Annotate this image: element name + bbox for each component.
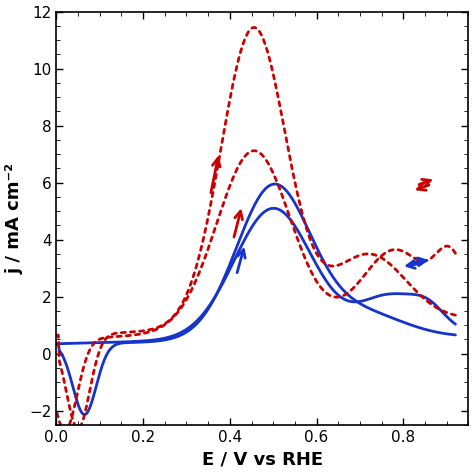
- X-axis label: E / V vs RHE: E / V vs RHE: [202, 450, 323, 468]
- Y-axis label: j / mA cm⁻²: j / mA cm⁻²: [6, 163, 24, 274]
